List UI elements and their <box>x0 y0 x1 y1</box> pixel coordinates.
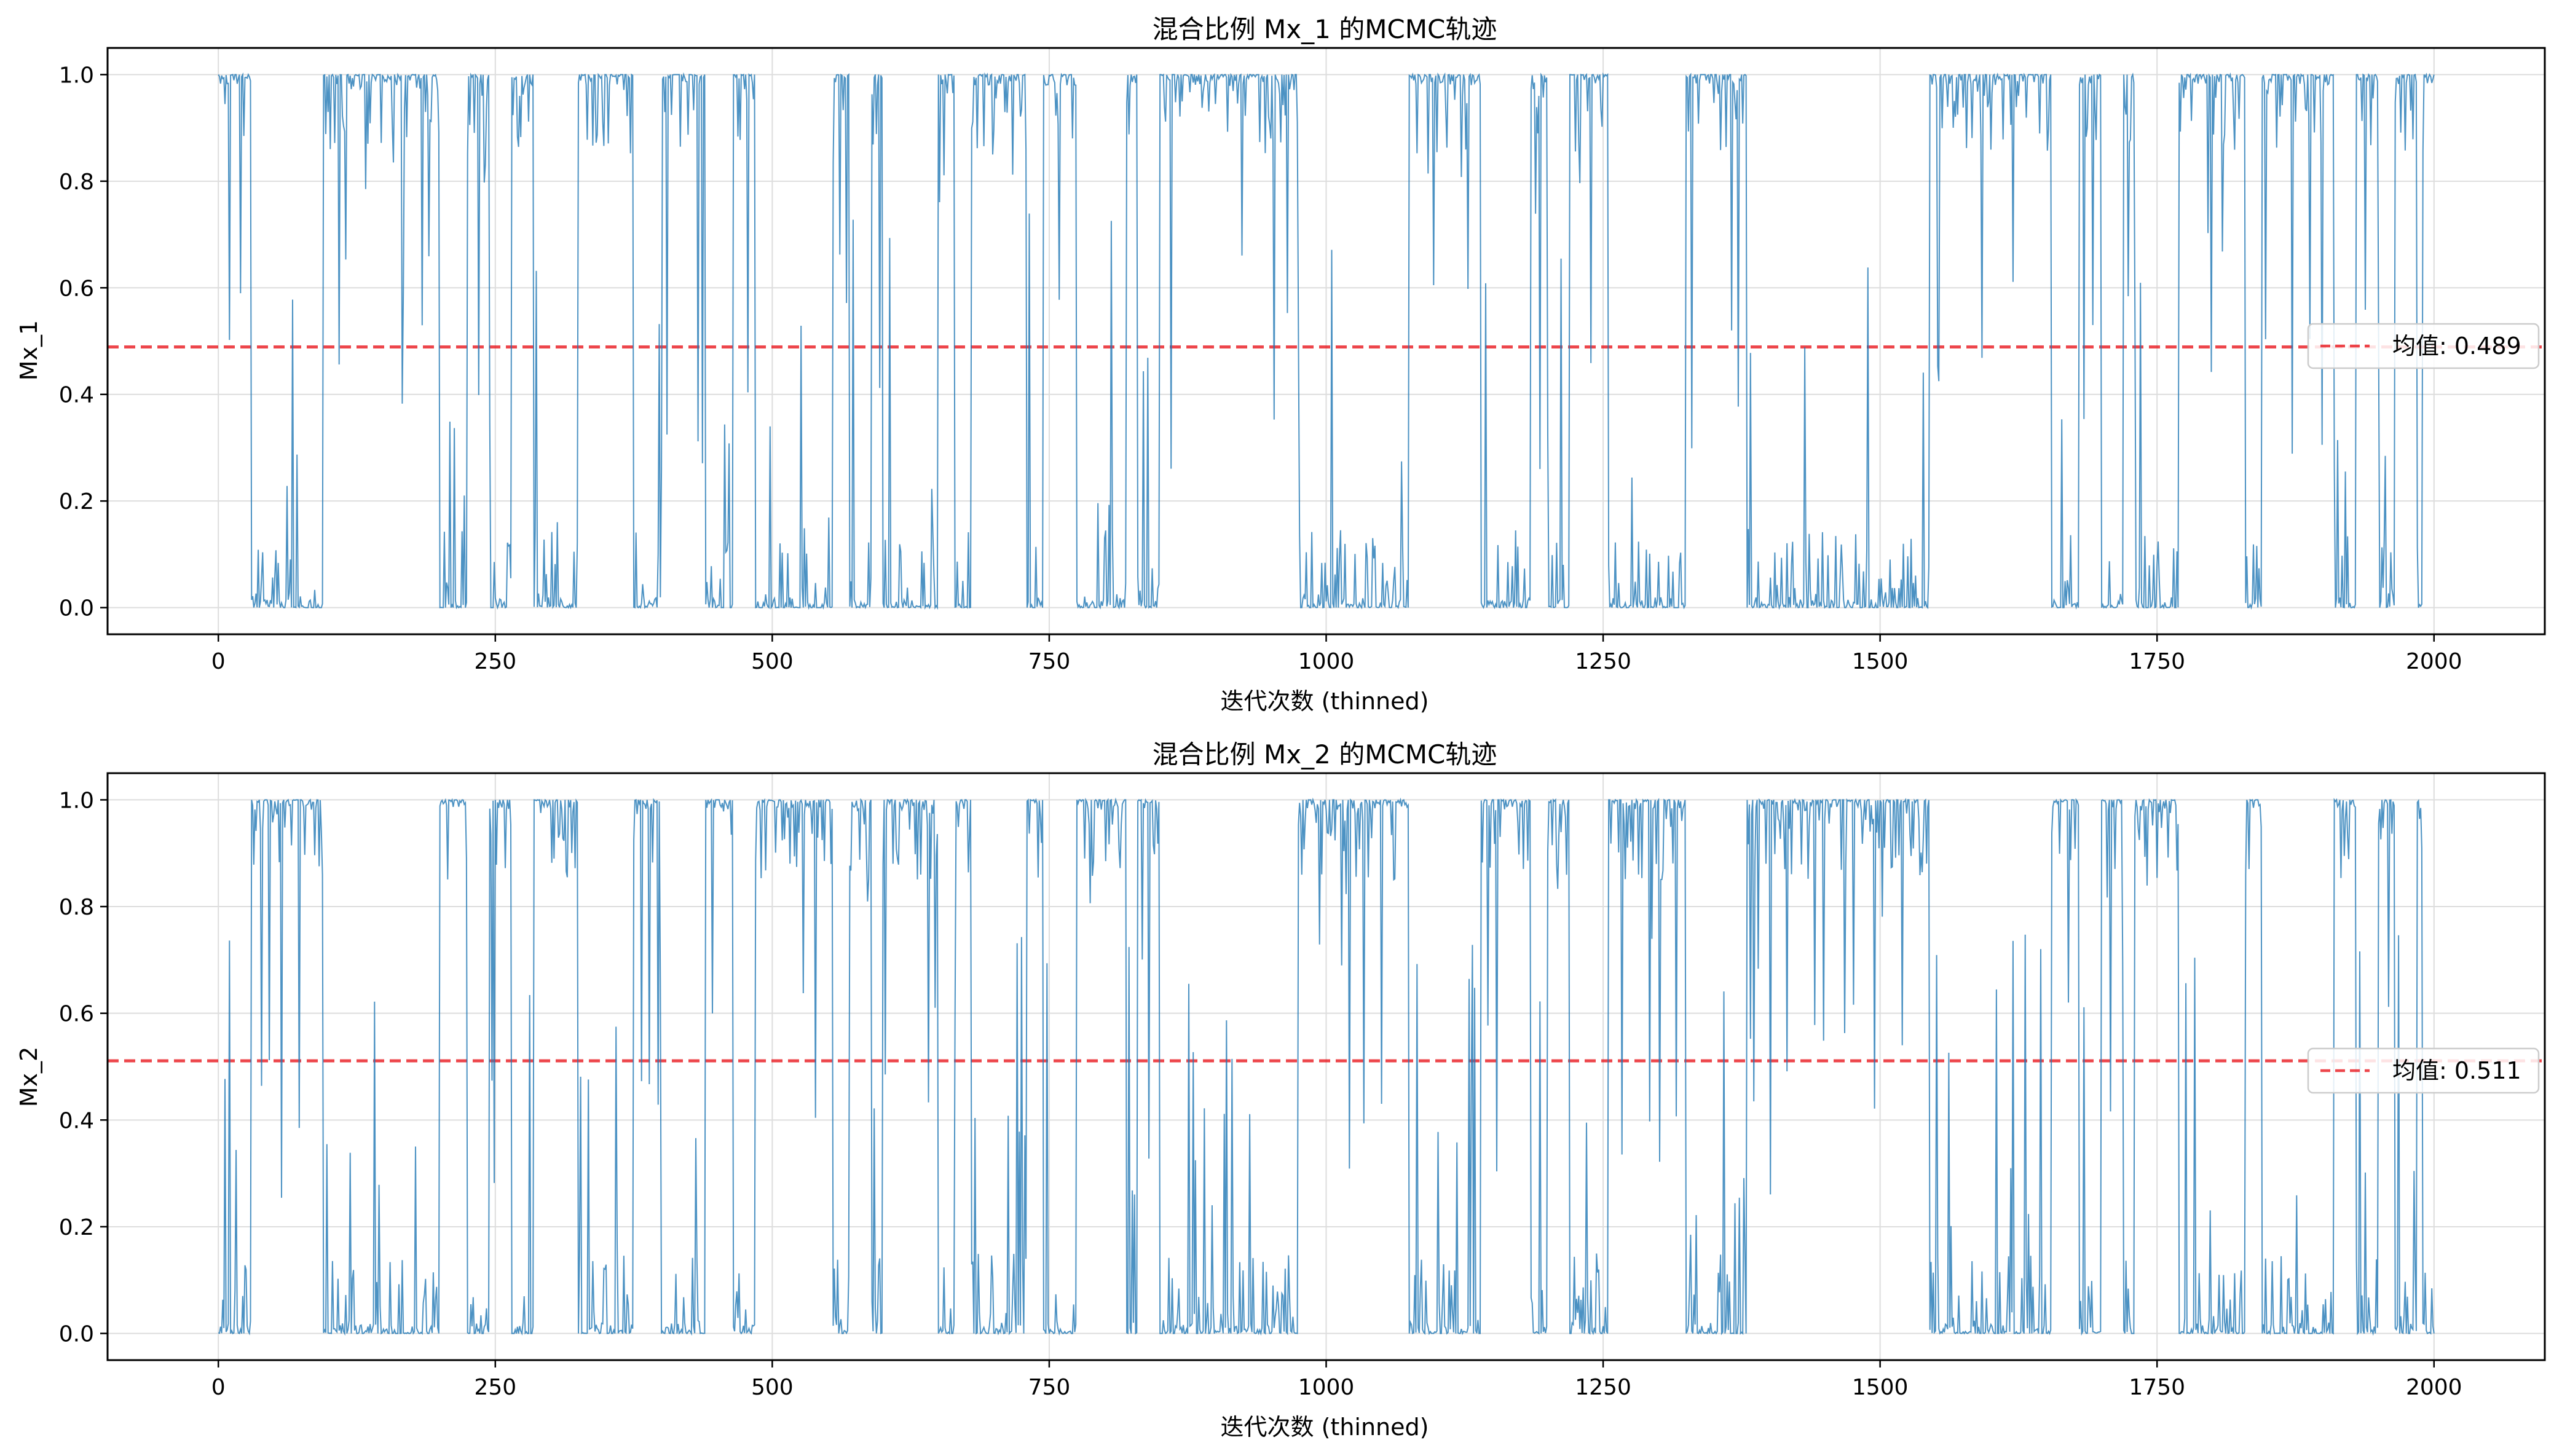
x-tick-label: 500 <box>751 1375 794 1400</box>
x-tick-label: 0 <box>211 649 226 674</box>
trace-series <box>218 797 2435 1336</box>
x-tick-label: 1250 <box>1575 649 1631 674</box>
x-tick-label: 1500 <box>1852 1375 1909 1400</box>
y-tick-label: 0.4 <box>59 1108 94 1133</box>
y-tick-label: 1.0 <box>59 788 94 813</box>
x-tick-label: 500 <box>751 649 794 674</box>
y-tick-label: 0.4 <box>59 383 94 408</box>
legend-box <box>2307 323 2540 369</box>
x-tick-label: 750 <box>1028 1375 1071 1400</box>
subplot-mx1: 混合比例 Mx_1 的MCMC轨迹 0 250 500 750 1000 1250 1500… <box>15 14 2546 715</box>
legend-label: 均值: 0.489 <box>2392 333 2521 360</box>
x-tick-label: 250 <box>474 649 516 674</box>
trace-line <box>218 797 2435 1336</box>
x-tick-label: 1250 <box>1575 1375 1631 1400</box>
x-tick-label: 1750 <box>2129 649 2185 674</box>
trace-series <box>218 72 2435 610</box>
trace-line <box>218 72 2435 610</box>
x-tick-label: 1000 <box>1298 649 1355 674</box>
y-axis: 0.0 0.2 0.4 0.6 0.8 1.0 <box>59 788 108 1347</box>
x-tick-label: 2000 <box>2406 1375 2462 1400</box>
legend-label: 均值: 0.511 <box>2392 1057 2521 1084</box>
y-tick-label: 0.0 <box>59 1322 94 1347</box>
x-tick-label: 1500 <box>1852 649 1909 674</box>
x-axis: 0 250 500 750 1000 1250 1500 1750 2000 <box>211 1360 2462 1400</box>
y-axis: 0.0 0.2 0.4 0.6 0.8 1.0 <box>59 63 108 621</box>
x-axis-label: 迭代次数 (thinned) <box>1221 688 1429 715</box>
y-tick-label: 0.6 <box>59 1002 94 1027</box>
x-tick-label: 0 <box>211 1375 226 1400</box>
y-tick-label: 0.8 <box>59 170 94 195</box>
y-tick-label: 0.0 <box>59 596 94 621</box>
x-tick-label: 2000 <box>2406 649 2462 674</box>
legend-box <box>2307 1047 2540 1094</box>
y-tick-label: 0.2 <box>59 489 94 514</box>
y-axis-label: Mx_1 <box>15 320 42 380</box>
x-tick-label: 250 <box>474 1375 516 1400</box>
x-tick-label: 750 <box>1028 649 1071 674</box>
y-tick-label: 1.0 <box>59 63 94 88</box>
y-axis-label: Mx_2 <box>15 1047 42 1107</box>
y-tick-label: 0.6 <box>59 276 94 301</box>
grid <box>108 773 2545 1360</box>
subplot-mx2: 混合比例 Mx_2 的MCMC轨迹 0 250 500 750 1000 1250 1500… <box>15 739 2546 1441</box>
x-axis-label: 迭代次数 (thinned) <box>1221 1414 1429 1441</box>
chart-title: 混合比例 Mx_1 的MCMC轨迹 <box>1153 14 1497 44</box>
legend: 均值: 0.511 <box>2307 1047 2540 1094</box>
chart-title: 混合比例 Mx_2 的MCMC轨迹 <box>1153 739 1497 769</box>
x-tick-label: 1000 <box>1298 1375 1355 1400</box>
y-tick-label: 0.2 <box>59 1215 94 1240</box>
x-axis: 0 250 500 750 1000 1250 1500 1750 2000 <box>211 634 2462 674</box>
legend: 均值: 0.489 <box>2307 323 2540 369</box>
y-tick-label: 0.8 <box>59 895 94 920</box>
x-tick-label: 1750 <box>2129 1375 2185 1400</box>
